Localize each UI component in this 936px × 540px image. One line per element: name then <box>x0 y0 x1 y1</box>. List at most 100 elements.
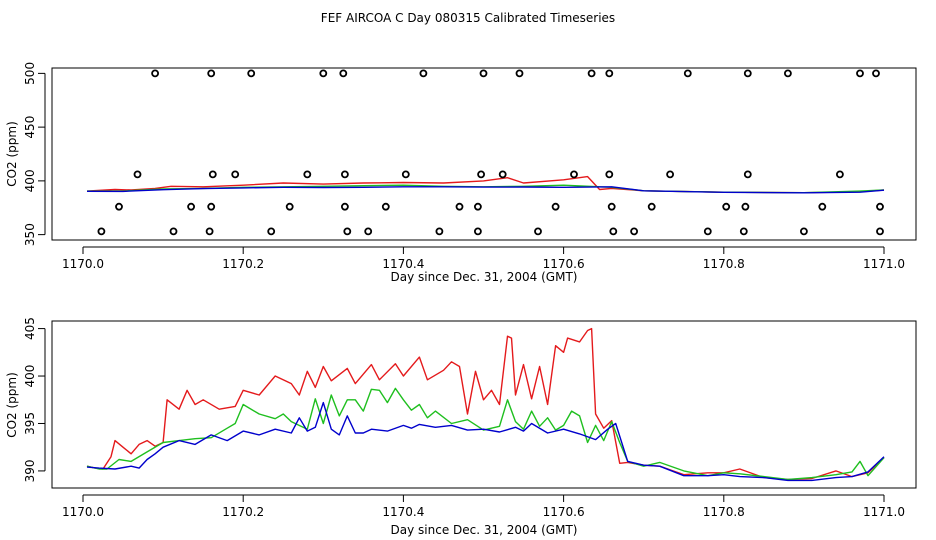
top-marker-circle <box>570 170 578 179</box>
bottom-x-tick-label: 1170.8 <box>703 505 745 519</box>
bottom-x-tick-label: 1170.2 <box>222 505 264 519</box>
top-marker-circle <box>479 69 488 78</box>
top-marker-circle <box>741 202 750 211</box>
top-markers-group <box>97 69 884 236</box>
top-marker-circle <box>703 227 712 236</box>
top-x-tick-label: 1170.6 <box>543 257 585 271</box>
top-marker-circle <box>247 69 256 78</box>
bottom-series-green <box>86 387 885 481</box>
chart-title: FEF AIRCOA C Day 080315 Calibrated Times… <box>321 11 615 25</box>
top-marker-circle <box>207 202 216 211</box>
top-marker-circle <box>872 69 880 78</box>
top-marker-circle <box>647 202 656 211</box>
bottom-y-tick-label: 395 <box>23 412 37 435</box>
bottom-panel: 1170.0 1170.2 1170.4 1170.6 1170.8 1171.0 390… <box>5 317 917 537</box>
top-marker-circle <box>455 202 464 211</box>
top-marker-circle <box>515 69 524 78</box>
top-marker-circle <box>630 227 638 236</box>
top-marker-circle <box>419 69 428 78</box>
top-marker-circle <box>401 170 410 179</box>
top-marker-circle <box>743 69 752 78</box>
top-marker-circle <box>609 227 618 236</box>
top-marker-circle <box>97 227 106 236</box>
top-marker-circle <box>473 227 482 236</box>
bottom-y-tick-label: 405 <box>23 317 37 340</box>
bottom-y-tick-label: 400 <box>23 365 37 388</box>
top-marker-circle <box>115 202 123 211</box>
top-x-tick-label: 1170.8 <box>703 257 745 271</box>
bottom-x-tick-label: 1170.4 <box>382 505 424 519</box>
top-x-tick-label: 1170.2 <box>222 257 264 271</box>
top-plot-frame <box>51 67 917 241</box>
bottom-y-axis-label: CO2 (ppm) <box>5 372 19 438</box>
top-marker-circle <box>303 170 312 179</box>
top-marker-circle <box>285 202 294 211</box>
top-y-tick-label: 500 <box>23 62 37 85</box>
top-x-tick-label: 1170.0 <box>62 257 104 271</box>
top-marker-circle <box>207 69 216 78</box>
top-marker-circle <box>343 227 352 236</box>
top-x-tick-label: 1171.0 <box>863 257 905 271</box>
bottom-y-tick-label: 390 <box>23 459 37 482</box>
bottom-x-tick-label: 1170.6 <box>543 505 585 519</box>
top-marker-circle <box>605 170 614 179</box>
top-marker-circle <box>477 170 486 179</box>
top-y-axis-label: CO2 (ppm) <box>5 121 19 187</box>
top-marker-circle <box>208 170 217 179</box>
top-marker-circle <box>340 202 349 211</box>
top-marker-circle <box>169 227 178 236</box>
bottom-x-axis-label: Day since Dec. 31, 2004 (GMT) <box>391 523 578 537</box>
top-marker-circle <box>856 69 864 78</box>
bottom-y-axis: 390 395 400 405 <box>23 317 46 482</box>
top-marker-circle <box>231 170 240 179</box>
top-marker-circle <box>605 69 614 78</box>
top-marker-circle <box>187 202 196 211</box>
top-x-tick-label: 1170.4 <box>382 257 424 271</box>
top-y-tick-label: 450 <box>23 116 37 139</box>
top-marker-circle <box>784 69 792 78</box>
top-marker-circle <box>607 202 616 211</box>
top-marker-circle <box>666 170 674 179</box>
bottom-x-tick-label: 1171.0 <box>863 505 905 519</box>
bottom-series-blue <box>86 401 885 482</box>
top-marker-circle <box>205 227 214 236</box>
top-marker-circle <box>722 202 731 211</box>
top-marker-circle <box>743 170 752 179</box>
top-series-group <box>86 175 885 194</box>
bottom-series-group <box>86 327 885 482</box>
top-x-axis-label: Day since Dec. 31, 2004 (GMT) <box>391 270 578 284</box>
top-marker-circle <box>739 227 748 236</box>
bottom-plot-frame <box>51 320 917 489</box>
bottom-x-tick-label: 1170.0 <box>62 505 104 519</box>
top-marker-circle <box>534 227 542 236</box>
bottom-x-axis: 1170.0 1170.2 1170.4 1170.6 1170.8 1171.0 <box>62 494 905 519</box>
top-marker-circle <box>876 202 884 211</box>
top-marker-circle <box>133 170 142 179</box>
top-series-red <box>86 175 885 194</box>
top-marker-circle <box>151 69 160 78</box>
top-marker-circle <box>587 69 596 78</box>
top-panel: 1170.0 1170.2 1170.4 1170.6 1170.8 1171.0 350… <box>5 62 917 284</box>
top-marker-circle <box>551 202 560 211</box>
top-marker-circle <box>364 227 373 236</box>
top-series-blue <box>86 186 885 194</box>
top-marker-circle <box>498 170 507 179</box>
top-marker-circle <box>473 202 482 211</box>
top-marker-circle <box>319 69 328 78</box>
top-x-axis: 1170.0 1170.2 1170.4 1170.6 1170.8 1171.0 <box>62 246 905 271</box>
top-marker-circle <box>836 170 844 179</box>
top-marker-circle <box>435 227 444 236</box>
top-marker-circle <box>876 227 884 236</box>
top-marker-circle <box>267 227 276 236</box>
top-marker-circle <box>683 69 692 78</box>
bottom-series-red <box>86 327 885 481</box>
top-y-tick-label: 350 <box>23 223 37 246</box>
top-marker-circle <box>340 170 349 179</box>
top-marker-circle <box>381 202 390 211</box>
top-y-tick-label: 400 <box>23 169 37 192</box>
top-marker-circle <box>800 227 808 236</box>
top-marker-circle <box>339 69 348 78</box>
top-y-axis: 350 400 450 500 <box>23 62 46 246</box>
top-marker-circle <box>818 202 827 211</box>
